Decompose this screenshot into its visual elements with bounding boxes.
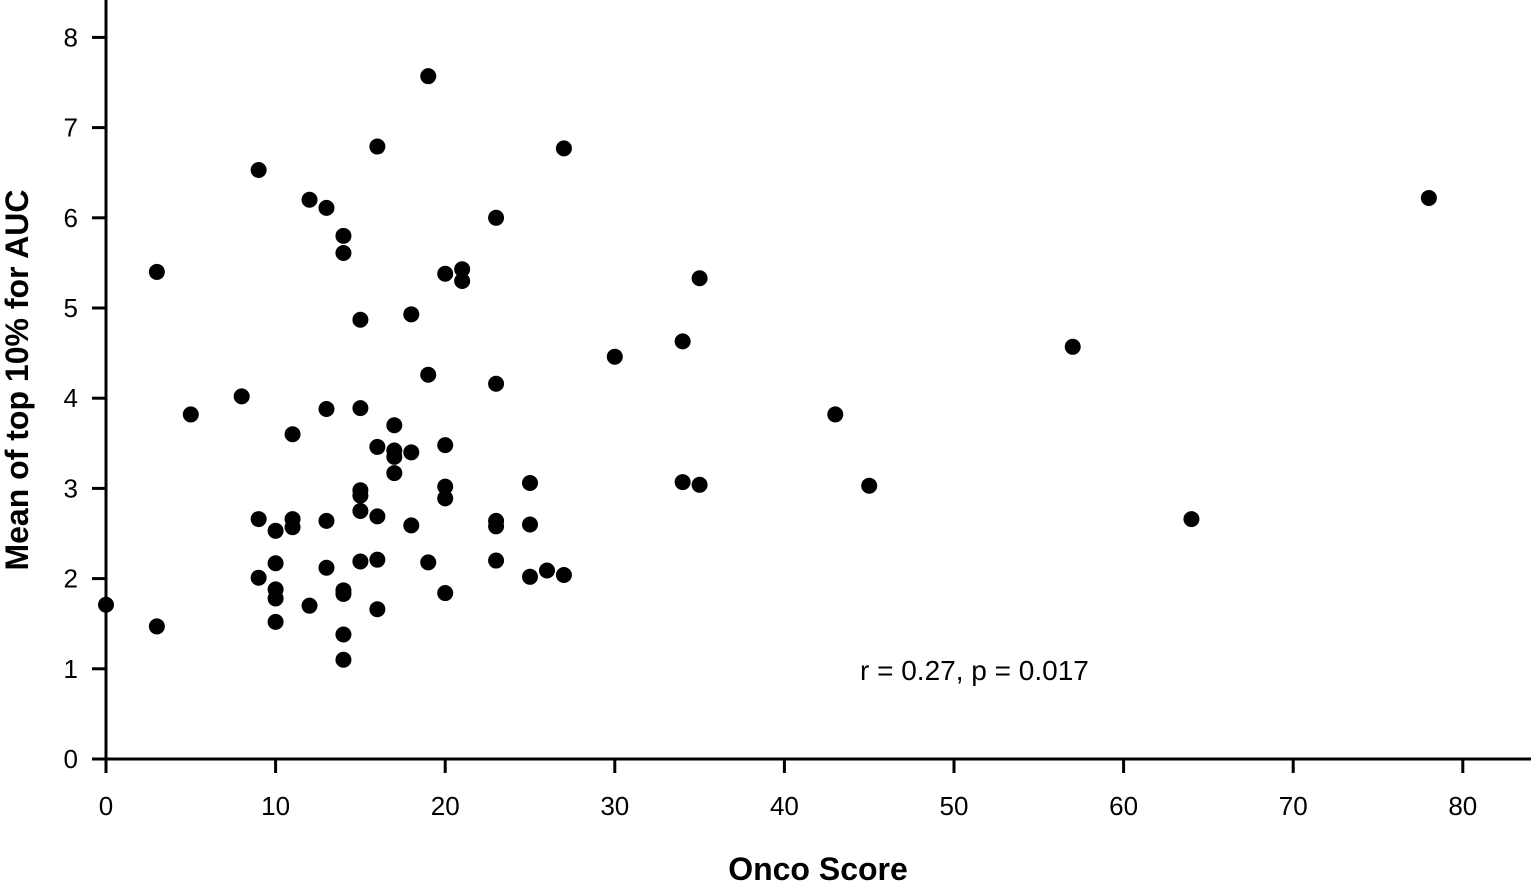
data-point <box>233 388 250 405</box>
data-point <box>182 406 199 423</box>
data-point <box>403 444 420 461</box>
x-tick-label: 70 <box>1279 791 1308 821</box>
data-point <box>454 272 471 289</box>
data-point <box>335 227 352 244</box>
data-point <box>148 263 165 280</box>
data-point <box>369 138 386 155</box>
data-point <box>437 265 454 282</box>
data-point <box>386 448 403 465</box>
data-point <box>606 348 623 365</box>
x-tick-label: 50 <box>940 791 969 821</box>
data-point <box>420 366 437 383</box>
data-point <box>1183 511 1200 528</box>
data-point <box>488 375 505 392</box>
data-point <box>522 516 538 533</box>
y-tick-label: 7 <box>64 113 78 143</box>
y-tick-label: 6 <box>64 203 78 233</box>
data-point <box>1064 338 1081 355</box>
data-point <box>301 191 318 208</box>
data-point <box>352 400 369 417</box>
data-point <box>691 270 708 287</box>
data-point <box>420 554 437 571</box>
y-axis-title: Mean of top 10% for AUC <box>0 189 35 570</box>
data-point <box>267 555 284 572</box>
data-point <box>318 401 335 418</box>
y-tick-label: 1 <box>64 654 78 684</box>
data-point <box>691 476 708 493</box>
x-tick-label: 10 <box>261 791 290 821</box>
data-point <box>488 518 505 535</box>
data-point <box>538 562 555 579</box>
y-tick-label: 5 <box>64 293 78 323</box>
data-point <box>369 438 386 455</box>
data-point <box>267 522 284 539</box>
data-point <box>437 585 454 602</box>
data-point <box>674 474 691 491</box>
data-point <box>437 437 454 454</box>
data-point <box>352 311 369 328</box>
y-tick-label: 8 <box>64 22 78 52</box>
x-tick-label: 60 <box>1109 791 1138 821</box>
data-point <box>369 508 386 525</box>
data-point <box>352 487 369 504</box>
y-tick-label: 4 <box>64 383 78 413</box>
x-tick-label: 20 <box>431 791 460 821</box>
data-point <box>335 244 352 261</box>
y-tick-label: 2 <box>64 564 78 594</box>
data-point <box>250 161 267 178</box>
y-axis-ticks: 0 1 2 3 4 5 6 7 8 <box>64 22 106 774</box>
y-tick-label: 0 <box>64 744 78 774</box>
data-point <box>454 261 471 278</box>
data-point <box>437 490 454 507</box>
data-point <box>318 199 335 216</box>
data-point <box>386 465 403 482</box>
x-axis-title: Onco Score <box>728 851 908 884</box>
y-tick-label: 3 <box>64 473 78 503</box>
data-point <box>250 569 267 586</box>
data-point <box>267 590 284 607</box>
data-point <box>267 613 284 630</box>
data-point <box>369 551 386 568</box>
x-tick-label: 30 <box>600 791 629 821</box>
data-point <box>352 502 369 519</box>
data-point <box>335 626 352 643</box>
data-point <box>555 140 572 157</box>
data-point <box>284 519 301 536</box>
correlation-annotation: r = 0.27, p = 0.017 <box>860 655 1089 686</box>
data-point <box>674 333 691 350</box>
data-point <box>437 478 454 495</box>
data-point <box>488 552 505 569</box>
data-point <box>335 585 352 602</box>
data-point <box>827 406 844 423</box>
data-point <box>403 517 420 534</box>
data-point <box>420 68 437 85</box>
data-point <box>301 597 318 614</box>
data-point <box>555 566 572 583</box>
data-point <box>148 618 165 635</box>
data-point <box>284 426 301 443</box>
data-point <box>522 474 538 491</box>
data-point <box>522 568 538 585</box>
data-point <box>335 651 352 668</box>
x-tick-label: 80 <box>1448 791 1477 821</box>
data-point <box>352 553 369 570</box>
x-tick-label: 0 <box>99 791 113 821</box>
data-point <box>98 596 114 613</box>
data-point <box>488 209 505 226</box>
data-point <box>861 477 878 494</box>
data-point <box>250 511 267 528</box>
data-points <box>98 68 1437 668</box>
data-point <box>318 559 335 576</box>
data-point <box>1420 189 1437 206</box>
x-tick-label: 40 <box>770 791 799 821</box>
data-point <box>369 601 386 618</box>
x-axis-ticks: 0 10 20 30 40 50 60 70 80 <box>99 759 1477 821</box>
data-point <box>318 512 335 529</box>
data-point <box>403 306 420 323</box>
data-point <box>386 417 403 434</box>
